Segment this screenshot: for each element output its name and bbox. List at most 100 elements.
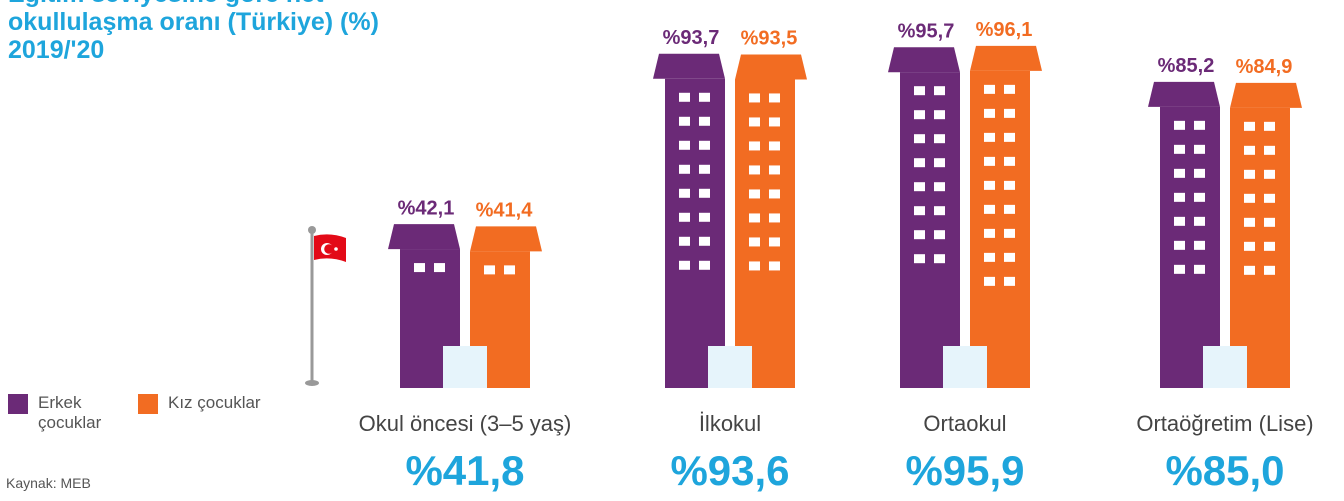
window (1244, 146, 1255, 155)
window (1194, 265, 1205, 274)
window (504, 265, 515, 274)
window (1264, 122, 1275, 131)
total-label: %93,6 (670, 447, 789, 494)
window (749, 213, 760, 222)
window (984, 253, 995, 262)
window (1004, 253, 1015, 262)
window (984, 85, 995, 94)
window (1264, 242, 1275, 251)
door (943, 346, 987, 388)
window (679, 237, 690, 246)
window (1244, 218, 1255, 227)
window (749, 165, 760, 174)
total-label: %41,8 (405, 447, 524, 494)
window (1264, 146, 1275, 155)
window (1004, 133, 1015, 142)
window (769, 189, 780, 198)
window (699, 93, 710, 102)
window (1174, 265, 1185, 274)
window (914, 230, 925, 239)
window (914, 254, 925, 263)
window (914, 86, 925, 95)
door (708, 346, 752, 388)
window (1244, 122, 1255, 131)
roof (888, 47, 960, 72)
window (914, 206, 925, 215)
roof (470, 226, 542, 251)
window (769, 261, 780, 270)
window (1004, 229, 1015, 238)
window (1174, 241, 1185, 250)
window (1264, 170, 1275, 179)
window (1174, 121, 1185, 130)
roof (1148, 82, 1220, 107)
window (699, 165, 710, 174)
value-label: %84,9 (1236, 56, 1293, 78)
window (699, 117, 710, 126)
window (934, 134, 945, 143)
value-label: %96,1 (976, 19, 1033, 41)
window (769, 141, 780, 150)
window (679, 165, 690, 174)
window (769, 117, 780, 126)
window (1004, 205, 1015, 214)
roof (1230, 83, 1302, 108)
roof (653, 54, 725, 79)
category-label: Okul öncesi (3–5 yaş) (359, 411, 572, 436)
building (970, 71, 1030, 388)
roof (388, 224, 460, 249)
infographic: Eğitim seviyesine göre net okullulaşma o… (0, 0, 1344, 501)
window (934, 158, 945, 167)
window (484, 265, 495, 274)
window (1174, 193, 1185, 202)
window (769, 93, 780, 102)
window (1174, 217, 1185, 226)
window (1264, 194, 1275, 203)
window (1264, 266, 1275, 275)
building (900, 72, 960, 388)
window (749, 261, 760, 270)
window (1244, 194, 1255, 203)
window (749, 237, 760, 246)
window (1174, 145, 1185, 154)
window (769, 165, 780, 174)
building (1160, 107, 1220, 388)
window (679, 141, 690, 150)
door (443, 346, 487, 388)
window (679, 117, 690, 126)
category-label: İlkokul (699, 411, 761, 436)
window (434, 263, 445, 272)
window (699, 237, 710, 246)
roof (735, 54, 807, 79)
window (984, 277, 995, 286)
window (679, 93, 690, 102)
window (679, 213, 690, 222)
flag (305, 226, 346, 386)
window (1244, 242, 1255, 251)
window (934, 254, 945, 263)
chart: %42,1%41,4Okul öncesi (3–5 yaş)%41,8%93,… (0, 0, 1344, 501)
total-label: %95,9 (905, 447, 1024, 494)
window (699, 141, 710, 150)
window (934, 206, 945, 215)
window (699, 261, 710, 270)
window (934, 230, 945, 239)
value-label: %93,5 (741, 28, 798, 50)
window (1004, 109, 1015, 118)
window (934, 182, 945, 191)
window (1244, 266, 1255, 275)
window (1004, 157, 1015, 166)
roof (970, 46, 1042, 71)
window (1174, 169, 1185, 178)
door (1203, 346, 1247, 388)
window (1004, 277, 1015, 286)
window (1004, 181, 1015, 190)
window (749, 189, 760, 198)
building (665, 79, 725, 388)
window (984, 157, 995, 166)
window (699, 189, 710, 198)
category-label: Ortaöğretim (Lise) (1136, 411, 1313, 436)
window (914, 110, 925, 119)
window (679, 261, 690, 270)
window (984, 205, 995, 214)
